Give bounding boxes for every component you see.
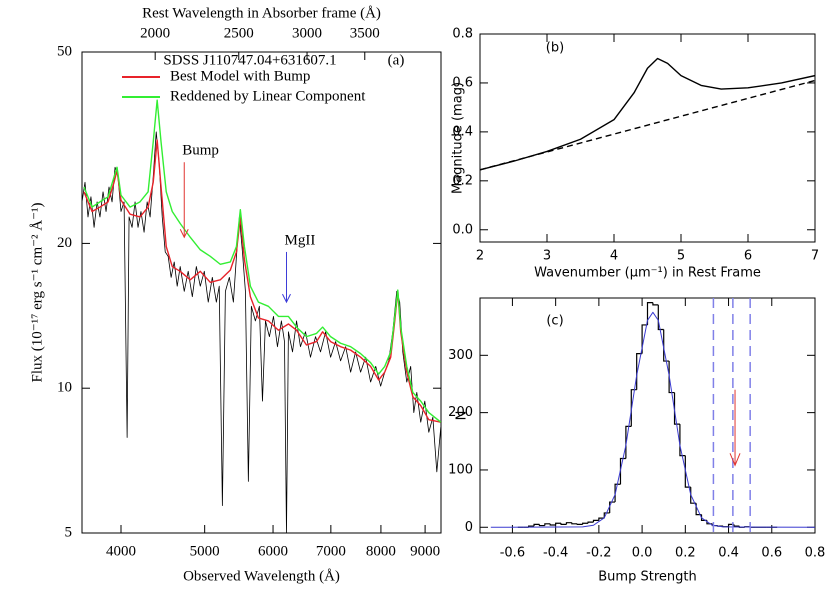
y-tick-label: 0.4 bbox=[452, 124, 473, 139]
histogram-bin bbox=[619, 457, 626, 485]
histogram-bin bbox=[576, 523, 583, 525]
panel: -0.6 -0.4 -0.2 0.0 0.2 0.4 0.6 0.8 0 100 200 300 Bum… bbox=[448, 297, 826, 585]
y-axis-label: Magnitude (mag) bbox=[451, 82, 466, 194]
arrow-head bbox=[282, 293, 291, 304]
y-tick-label: 0.0 bbox=[452, 222, 473, 237]
histogram-bin bbox=[592, 519, 599, 523]
x-tick-label: -0.4 bbox=[543, 546, 568, 561]
data-line bbox=[83, 99, 441, 423]
x-axis-label: Bump Strength bbox=[598, 570, 696, 585]
histogram-bin bbox=[582, 522, 589, 525]
x-tick-label: 4 bbox=[610, 249, 618, 264]
histogram-bin bbox=[641, 324, 648, 354]
legend-label: Best Model with Bump bbox=[170, 68, 310, 84]
axes-frame bbox=[479, 33, 816, 243]
x2-tick-label: 3000 bbox=[292, 25, 322, 41]
histogram-bin bbox=[544, 523, 551, 526]
x2-tick-label: 3500 bbox=[350, 25, 380, 41]
histogram-bin bbox=[652, 302, 659, 306]
histogram-bin bbox=[679, 424, 686, 457]
y-tick-label: 10 bbox=[57, 380, 72, 396]
histogram-bin bbox=[668, 361, 675, 394]
x-tick-label: 8000 bbox=[366, 543, 396, 559]
chart-title: SDSS J110747.04+631607.1 bbox=[163, 52, 336, 68]
x-tick-label: 3 bbox=[543, 249, 551, 264]
panel-label: (a) bbox=[388, 52, 405, 68]
panel-label: (b) bbox=[546, 41, 564, 56]
y-tick-label: 300 bbox=[448, 348, 473, 363]
histogram-bin bbox=[565, 522, 572, 525]
histogram-bin bbox=[614, 483, 621, 503]
arrow-head bbox=[179, 229, 189, 239]
x-tick-label: 0.0 bbox=[632, 546, 653, 561]
y-tick-label: 50 bbox=[57, 43, 72, 59]
histogram-bin bbox=[587, 521, 594, 524]
x-tick-label: 7 bbox=[811, 249, 819, 264]
x-axis-label: Observed Wavelength (Å) bbox=[183, 568, 340, 584]
y-axis-label: N bbox=[455, 411, 470, 421]
panel-label: (c) bbox=[546, 314, 563, 329]
x-tick-label: -0.2 bbox=[586, 546, 611, 561]
histogram-bin bbox=[598, 517, 605, 521]
histogram-bin bbox=[609, 501, 616, 513]
histogram-bin bbox=[673, 392, 680, 425]
annotation-label: Bump bbox=[182, 143, 219, 159]
x-tick-label: 2 bbox=[476, 249, 484, 264]
y-tick-label: 100 bbox=[448, 462, 473, 477]
x2-tick-label: 2500 bbox=[224, 25, 254, 41]
x-tick-label: 0.2 bbox=[675, 546, 696, 561]
x-tick-label: 0.6 bbox=[761, 546, 782, 561]
fit-curve bbox=[490, 311, 815, 528]
histogram-bin bbox=[603, 512, 610, 519]
histogram-bin bbox=[538, 524, 545, 527]
histogram-bin bbox=[560, 523, 567, 525]
histogram-bin bbox=[733, 524, 740, 527]
x-tick-label: 5 bbox=[677, 249, 685, 264]
axes-frame bbox=[81, 51, 442, 534]
y-tick-label: 0 bbox=[465, 520, 473, 535]
y-tick-label: 0.2 bbox=[452, 173, 473, 188]
x2-tick-label: 2000 bbox=[140, 25, 170, 41]
histogram-bin bbox=[549, 523, 556, 526]
histogram-bin bbox=[646, 301, 653, 325]
y-axis-label: Flux (10⁻¹⁷ erg s⁻¹ cm⁻² Å⁻¹) bbox=[29, 202, 45, 382]
x-tick-label: 7000 bbox=[316, 543, 346, 559]
x-tick-label: 6 bbox=[744, 249, 752, 264]
x-tick-label: 0.8 bbox=[805, 546, 826, 561]
histogram-bin bbox=[533, 523, 540, 527]
y-tick-label: 0.8 bbox=[452, 27, 473, 42]
data-line bbox=[82, 131, 441, 533]
x2-axis-label: Rest Wavelength in Absorber frame (Å) bbox=[142, 5, 381, 21]
x-tick-label: 4000 bbox=[106, 543, 136, 559]
histogram-bin bbox=[625, 425, 632, 459]
data-line bbox=[480, 57, 815, 171]
annotation-label: MgII bbox=[284, 232, 315, 248]
y-tick-label: 200 bbox=[448, 405, 473, 420]
axes-frame bbox=[479, 297, 816, 534]
data-line bbox=[83, 139, 441, 423]
histogram-bin bbox=[657, 304, 664, 331]
x-tick-label: 5000 bbox=[190, 543, 220, 559]
legend-label: Reddened by Linear Component bbox=[170, 88, 366, 104]
x-tick-label: 0.4 bbox=[718, 546, 739, 561]
arrow-head bbox=[729, 453, 741, 467]
panel: 4000 5000 6000 7000 8000 9000 2000 2500 3000 3500… bbox=[29, 5, 442, 584]
y-tick-label: 20 bbox=[57, 235, 72, 251]
x-tick-label: 9000 bbox=[410, 543, 440, 559]
y-tick-label: 5 bbox=[65, 524, 73, 540]
histogram-bin bbox=[571, 522, 578, 525]
x-tick-label: 6000 bbox=[258, 543, 288, 559]
histogram-bin bbox=[663, 329, 670, 362]
x-tick-label: -0.6 bbox=[500, 546, 525, 561]
panel: 2 3 4 5 6 7 0.0 0.2 0.4 0.6 0.8 Wavenumber (μm⁻¹) i… bbox=[451, 27, 820, 281]
histogram-bin bbox=[555, 522, 562, 525]
data-line bbox=[480, 79, 815, 171]
x-axis-label: Wavenumber (μm⁻¹) in Rest Frame bbox=[534, 266, 761, 281]
y-tick-label: 0.6 bbox=[452, 75, 473, 90]
